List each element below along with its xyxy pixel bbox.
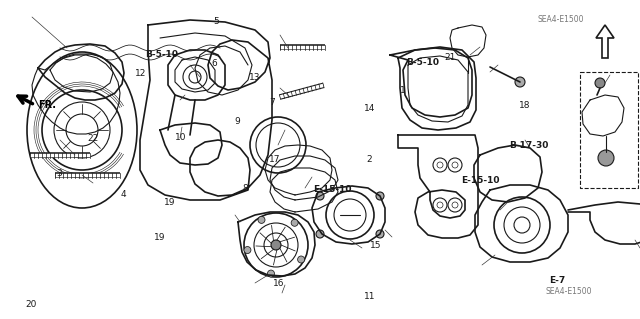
Text: 1: 1 [401, 86, 406, 95]
Text: 16: 16 [273, 279, 285, 288]
Text: 3: 3 [57, 169, 62, 178]
Text: B-5-10: B-5-10 [406, 58, 439, 67]
Polygon shape [596, 25, 614, 58]
Text: 10: 10 [175, 133, 186, 142]
Circle shape [244, 247, 251, 254]
Circle shape [598, 150, 614, 166]
Text: 8: 8 [243, 184, 248, 193]
Text: E-15-10: E-15-10 [461, 176, 499, 185]
Text: 21: 21 [444, 53, 456, 62]
Text: 7: 7 [269, 98, 275, 107]
Circle shape [316, 230, 324, 238]
Text: FR.: FR. [38, 100, 56, 110]
Text: E-7: E-7 [548, 276, 565, 285]
Circle shape [595, 78, 605, 88]
Text: 19: 19 [164, 198, 175, 207]
Circle shape [316, 192, 324, 200]
Text: B-5-10: B-5-10 [145, 50, 179, 59]
Circle shape [291, 219, 298, 226]
Text: 19: 19 [154, 233, 166, 242]
Text: 14: 14 [364, 104, 375, 113]
Text: SEA4-E1500: SEA4-E1500 [538, 15, 584, 24]
Text: 17: 17 [269, 155, 281, 164]
Text: 4: 4 [121, 190, 126, 199]
Text: 15: 15 [370, 241, 381, 250]
Text: 13: 13 [249, 73, 260, 82]
Circle shape [298, 256, 305, 263]
Text: 18: 18 [519, 101, 531, 110]
Text: 20: 20 [25, 300, 36, 309]
Text: E-15-10: E-15-10 [314, 185, 352, 194]
Text: 11: 11 [364, 292, 376, 301]
Circle shape [268, 270, 275, 277]
Text: B-17-30: B-17-30 [509, 141, 548, 150]
Circle shape [515, 77, 525, 87]
Text: 2: 2 [367, 155, 372, 164]
Circle shape [376, 230, 384, 238]
Circle shape [376, 192, 384, 200]
Text: 5: 5 [213, 17, 218, 26]
Text: 9: 9 [234, 117, 239, 126]
Circle shape [271, 240, 281, 250]
Circle shape [258, 216, 265, 223]
Text: 12: 12 [135, 69, 147, 78]
Text: 22: 22 [87, 134, 99, 143]
Text: SEA4-E1500: SEA4-E1500 [545, 287, 591, 296]
Text: 6: 6 [212, 59, 217, 68]
